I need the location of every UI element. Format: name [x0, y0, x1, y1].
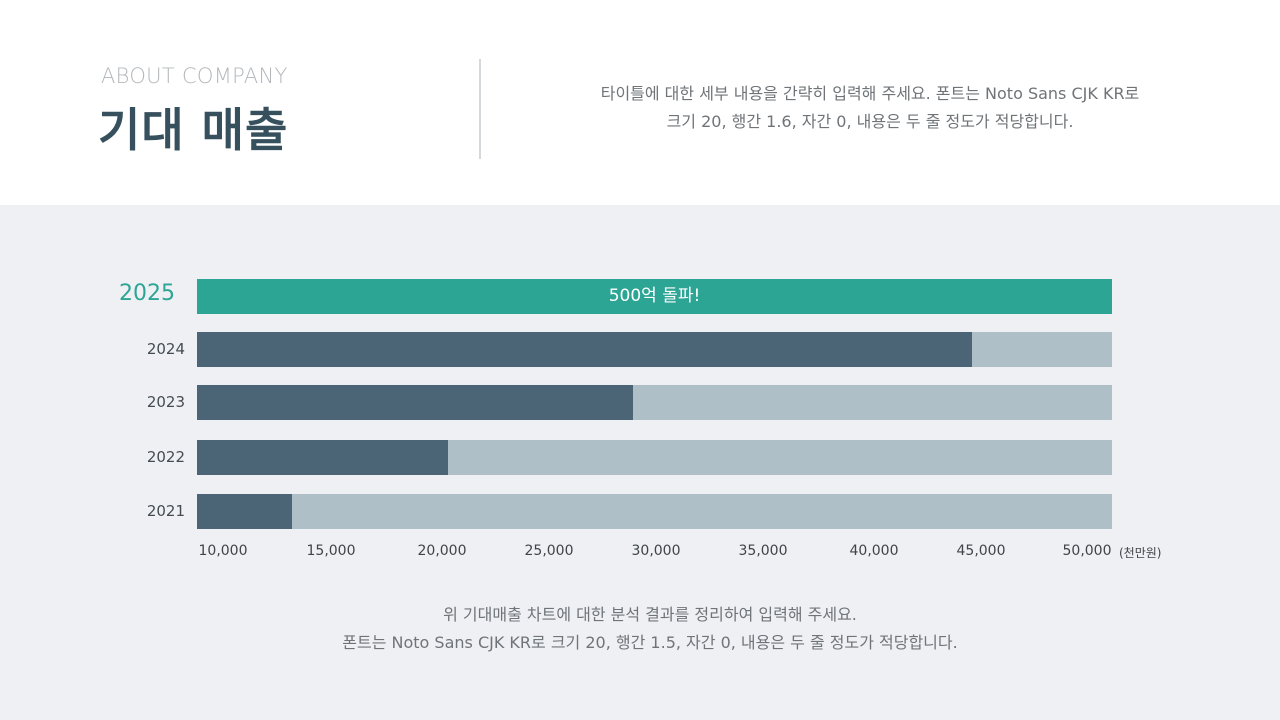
- x-tick: 30,000: [631, 543, 681, 559]
- unit-label: (천만원): [1119, 546, 1162, 560]
- header-divider: [479, 59, 481, 159]
- bar-track: [197, 494, 1112, 529]
- x-tick: 35,000: [738, 543, 788, 559]
- bar-track: [197, 332, 1112, 367]
- summary-line-2: 폰트는 Noto Sans CJK KR로 크기 20, 행간 1.5, 자간 …: [342, 633, 958, 652]
- bar-highlight: 500억 돌파!: [197, 279, 1112, 314]
- year-label: 2024: [146, 340, 185, 358]
- header-description: 타이틀에 대한 세부 내용을 간략히 입력해 주세요. 폰트는 Noto San…: [560, 80, 1180, 136]
- x-tick: 10,000: [198, 543, 248, 559]
- bar-row-2022: 2022: [0, 440, 1280, 475]
- bar-track: [197, 385, 1112, 420]
- kicker-text: ABOUT COMPANY: [101, 64, 288, 88]
- year-label: 2021: [146, 502, 185, 520]
- year-label: 2022: [146, 448, 185, 466]
- page-title: 기대 매출: [98, 103, 289, 157]
- highlight-label: 500억 돌파!: [608, 286, 701, 306]
- bar-fill: [197, 385, 633, 420]
- bar-row-2021: 2021: [0, 494, 1280, 529]
- bar-fill: [197, 332, 972, 367]
- bar-fill: [197, 440, 448, 475]
- year-label: 2025: [119, 281, 175, 306]
- x-tick: 45,000: [956, 543, 1006, 559]
- bar-row-2025: 2025 500억 돌파!: [0, 279, 1280, 314]
- bar-row-2024: 2024: [0, 332, 1280, 367]
- summary-line-1: 위 기대매출 차트에 대한 분석 결과를 정리하여 입력해 주세요.: [443, 605, 857, 624]
- chart-summary: 위 기대매출 차트에 대한 분석 결과를 정리하여 입력해 주세요. 폰트는 N…: [240, 601, 1060, 657]
- x-tick: 40,000: [849, 543, 899, 559]
- bar-row-2023: 2023: [0, 385, 1280, 420]
- year-label: 2023: [146, 393, 185, 411]
- x-tick: 15,000: [306, 543, 356, 559]
- description-line-2: 크기 20, 행간 1.6, 자간 0, 내용은 두 줄 정도가 적당합니다.: [666, 112, 1074, 131]
- x-tick: 20,000: [417, 543, 467, 559]
- x-tick: 25,000: [524, 543, 574, 559]
- bar-fill: [197, 494, 292, 529]
- description-line-1: 타이틀에 대한 세부 내용을 간략히 입력해 주세요. 폰트는 Noto San…: [600, 84, 1140, 103]
- bar-track: [197, 440, 1112, 475]
- header: ABOUT COMPANY 기대 매출 타이틀에 대한 세부 내용을 간략히 입…: [0, 0, 1280, 205]
- x-tick: 50,000: [1062, 543, 1112, 559]
